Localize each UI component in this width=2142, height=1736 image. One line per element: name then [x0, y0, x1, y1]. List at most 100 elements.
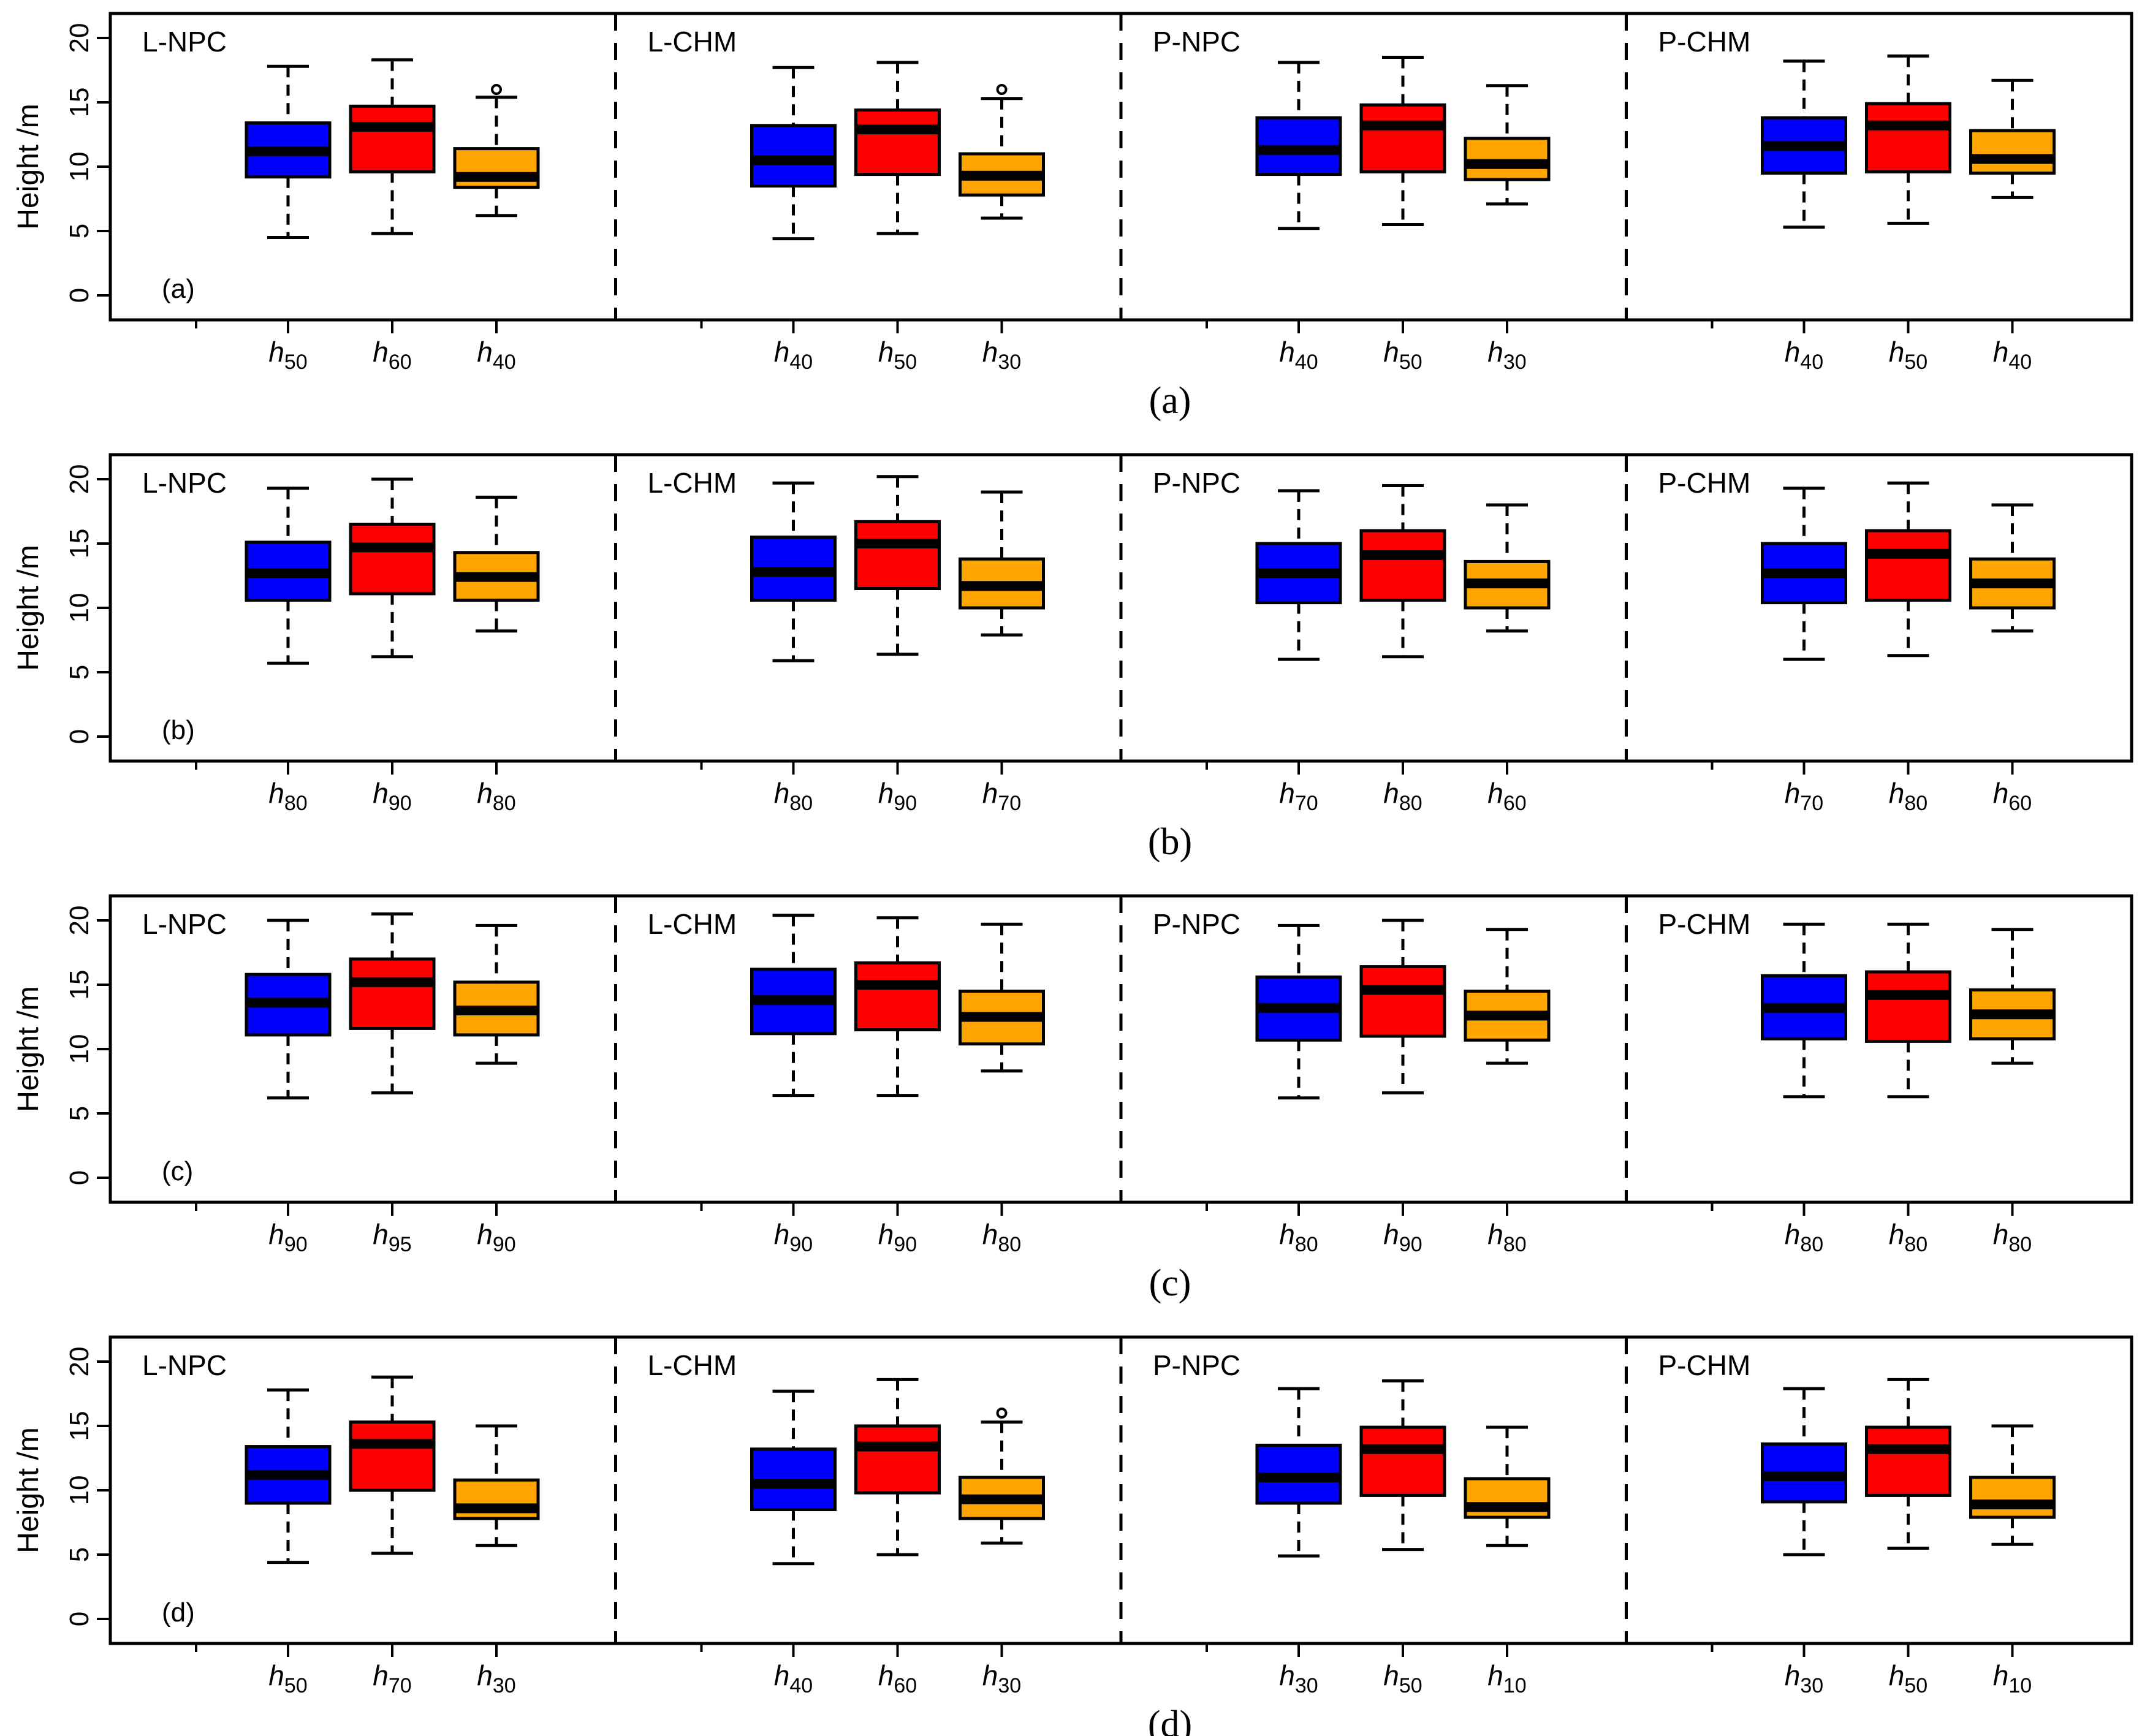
y-axis-label: Height /m	[12, 986, 45, 1112]
box-p-chm-1: h40	[1761, 59, 1847, 374]
box-p-npc-1: h80	[1255, 923, 1342, 1256]
iqr-box	[349, 957, 436, 1030]
iqr-box	[1359, 103, 1446, 173]
x-tick-label: h70	[1279, 777, 1318, 815]
group-label: L-CHM	[648, 908, 737, 940]
iqr-box	[854, 1424, 941, 1495]
x-tick-label: h80	[1889, 1218, 1927, 1256]
x-tick-label: h80	[1383, 777, 1422, 815]
box-p-chm-3: h60	[1969, 503, 2056, 815]
panel-tag: (b)	[162, 715, 195, 745]
panel-tag: (c)	[162, 1156, 193, 1186]
y-tick-label: 10	[64, 593, 94, 623]
y-axis-label: Height /m	[12, 1427, 45, 1553]
iqr-box	[349, 1420, 436, 1492]
box-l-npc-1: h80	[245, 487, 332, 815]
y-tick-label: 10	[64, 152, 94, 182]
y-tick-label: 10	[64, 1034, 94, 1064]
group-label: P-CHM	[1658, 1349, 1751, 1381]
panel-caption: (b)	[1148, 821, 1192, 863]
iqr-box	[1464, 137, 1551, 181]
iqr-box	[349, 523, 436, 596]
box-l-npc-1: h50	[245, 1388, 332, 1697]
x-tick-label: h30	[1487, 336, 1526, 374]
x-tick-label: h50	[1383, 336, 1422, 374]
y-tick-label: 5	[64, 1106, 94, 1121]
x-tick-label: h40	[1993, 336, 2032, 374]
iqr-box	[1865, 970, 1951, 1043]
y-tick-label: 10	[64, 1476, 94, 1506]
x-tick-label: h60	[373, 336, 411, 374]
x-tick-label: h30	[982, 336, 1021, 374]
x-tick-label: h50	[1889, 336, 1927, 374]
box-p-chm-2: h50	[1865, 1378, 1951, 1697]
box-l-npc-2: h70	[349, 1375, 436, 1697]
x-tick-label: h90	[373, 777, 411, 815]
x-tick-label: h30	[1785, 1659, 1823, 1697]
box-l-npc-3: h90	[453, 923, 540, 1256]
box-l-npc-3: h30	[453, 1424, 540, 1697]
group-label: L-CHM	[648, 1349, 737, 1381]
y-tick-label: 0	[64, 1612, 94, 1626]
box-l-npc-2: h95	[349, 912, 436, 1256]
x-tick-label: h70	[373, 1659, 411, 1697]
x-tick-label: h80	[268, 777, 307, 815]
outlier-point	[491, 84, 502, 95]
x-tick-label: h50	[1889, 1659, 1927, 1697]
iqr-box	[854, 520, 941, 590]
x-tick-label: h50	[268, 336, 307, 374]
box-l-npc-3: h40	[453, 84, 540, 374]
panel-tag: (a)	[162, 274, 195, 304]
group-label: P-NPC	[1153, 1349, 1240, 1381]
y-tick-label: 20	[64, 1347, 94, 1377]
y-tick-label: 15	[64, 1411, 94, 1441]
x-tick-label: h30	[477, 1659, 515, 1697]
box-p-npc-3: h30	[1464, 84, 1551, 374]
y-tick-label: 20	[64, 464, 94, 495]
panel-c: 0 5 10 15 20 Height /m L-NPC h90 h95 h90 L-CHM h90 h…	[12, 894, 2133, 1304]
box-l-chm-2: h50	[854, 61, 941, 374]
iqr-box	[1865, 1425, 1951, 1497]
group-label: L-NPC	[142, 26, 227, 58]
panel-b: 0 5 10 15 20 Height /m L-NPC h80 h90 h80 L-CHM h80 h…	[12, 453, 2133, 863]
x-tick-label: h50	[268, 1659, 307, 1697]
box-l-chm-2: h90	[854, 916, 941, 1256]
group-label: P-CHM	[1658, 26, 1751, 58]
group-label: L-NPC	[142, 467, 227, 499]
iqr-box	[1865, 102, 1951, 173]
box-l-chm-2: h60	[854, 1378, 941, 1697]
x-tick-label: h40	[1279, 336, 1318, 374]
x-tick-label: h90	[878, 777, 917, 815]
group-label: L-NPC	[142, 908, 227, 940]
box-p-chm-1: h30	[1761, 1387, 1847, 1697]
panel-caption: (a)	[1149, 380, 1191, 422]
box-l-chm-1: h40	[750, 1389, 837, 1697]
x-tick-label: h40	[774, 1659, 813, 1697]
y-tick-label: 5	[64, 665, 94, 680]
x-tick-label: h10	[1487, 1659, 1526, 1697]
box-l-chm-1: h80	[750, 481, 837, 815]
iqr-box	[1359, 1425, 1446, 1497]
box-p-npc-1: h40	[1255, 61, 1342, 374]
x-tick-label: h50	[878, 336, 917, 374]
box-p-npc-3: h10	[1464, 1425, 1551, 1697]
x-tick-label: h80	[477, 777, 515, 815]
panel-d: 0 5 10 15 20 Height /m L-NPC h50 h70 h30 L-CHM h40 h…	[12, 1335, 2133, 1736]
box-p-chm-1: h80	[1761, 922, 1847, 1256]
y-tick-label: 15	[64, 529, 94, 559]
box-p-npc-1: h30	[1255, 1387, 1342, 1697]
y-tick-label: 5	[64, 224, 94, 238]
iqr-box	[854, 961, 941, 1032]
panel-caption: (c)	[1149, 1262, 1191, 1304]
iqr-box	[1865, 529, 1951, 602]
iqr-box	[1969, 1476, 2056, 1519]
y-tick-label: 0	[64, 288, 94, 303]
box-p-chm-3: h80	[1969, 928, 2056, 1256]
y-tick-label: 20	[64, 906, 94, 936]
panel-tag: (d)	[162, 1598, 195, 1628]
iqr-box	[1359, 529, 1446, 602]
group-label: P-NPC	[1153, 26, 1240, 58]
iqr-box	[1969, 129, 2056, 175]
group-label: L-NPC	[142, 1349, 227, 1381]
